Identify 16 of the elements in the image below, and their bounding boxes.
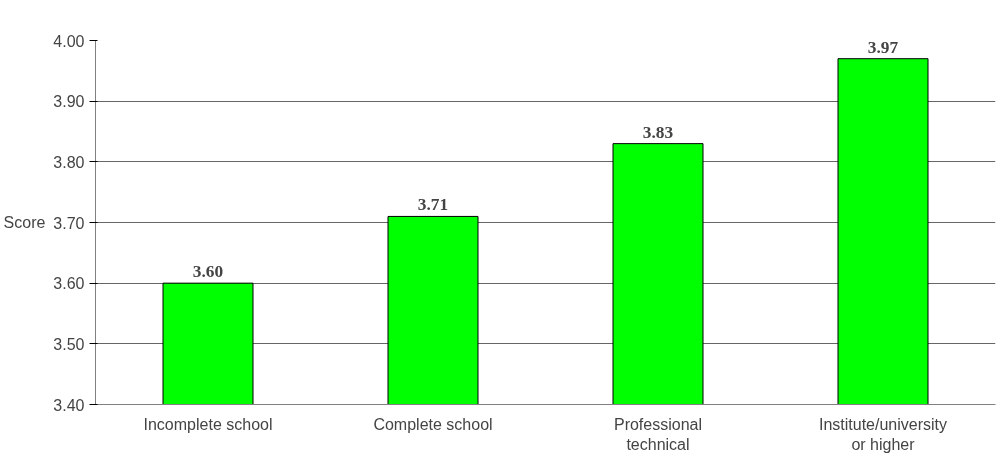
y-tick-label: 3.50 bbox=[53, 335, 85, 353]
data-label: 3.83 bbox=[642, 122, 674, 142]
data-label: 3.71 bbox=[417, 195, 449, 215]
data-label: 3.97 bbox=[867, 37, 899, 57]
y-axis-title: Score bbox=[3, 214, 46, 231]
y-tick-label: 3.40 bbox=[53, 396, 85, 414]
x-tick-label: Professional technical bbox=[613, 415, 703, 453]
data-label: 3.60 bbox=[192, 262, 224, 282]
x-tick-label: Institute/university or higher bbox=[818, 415, 948, 453]
y-tick-label: 3.60 bbox=[53, 275, 85, 293]
y-tick-label: 4.00 bbox=[53, 32, 85, 50]
x-tick-label: Complete school bbox=[373, 415, 493, 433]
y-tick-label: 3.70 bbox=[53, 214, 85, 232]
y-tick-label: 3.90 bbox=[53, 93, 85, 111]
y-tick-label: 3.80 bbox=[53, 153, 85, 171]
x-tick-label: Incomplete school bbox=[143, 415, 273, 433]
